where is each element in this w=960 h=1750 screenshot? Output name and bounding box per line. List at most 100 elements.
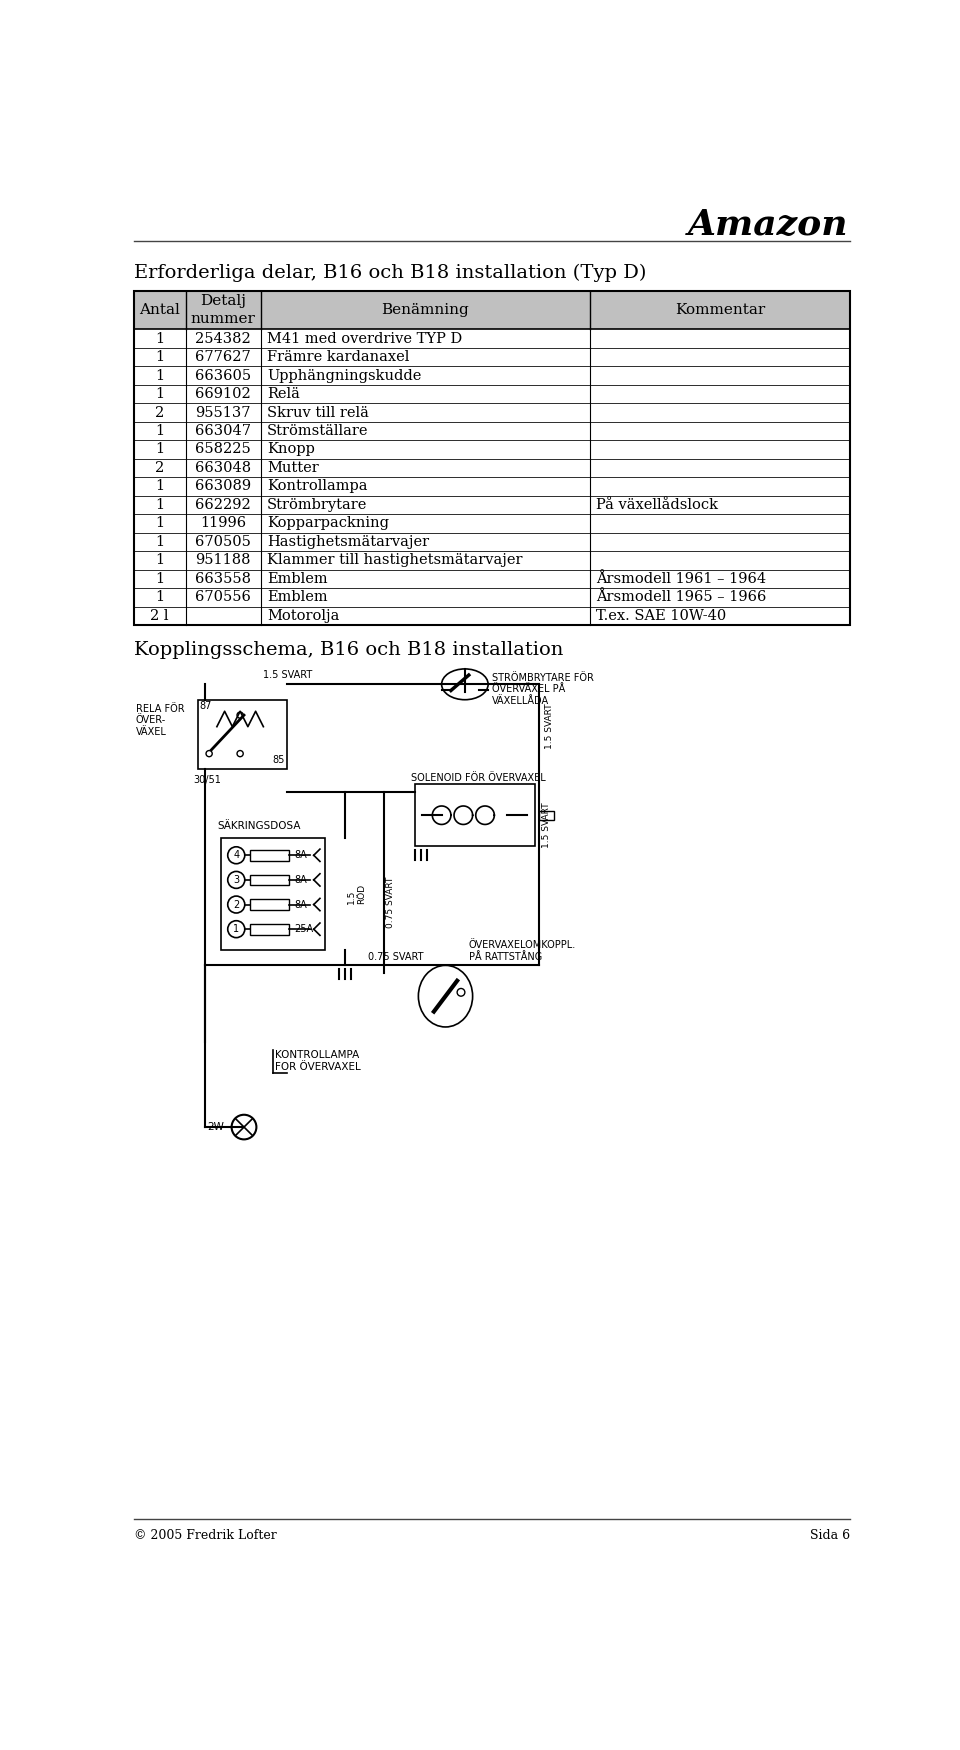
Text: 1: 1: [156, 553, 164, 567]
Text: 3: 3: [233, 875, 239, 886]
Circle shape: [231, 1115, 256, 1139]
Bar: [251, 924, 289, 934]
Circle shape: [237, 751, 243, 756]
Text: 8A: 8A: [295, 875, 307, 886]
Circle shape: [228, 872, 245, 889]
Text: 0.75 SVART: 0.75 SVART: [368, 952, 423, 961]
Text: 1.5
RÖD: 1.5 RÖD: [348, 884, 367, 905]
Text: Detalj
nummer: Detalj nummer: [191, 294, 255, 326]
Text: Kopplingsschema, B16 och B18 installation: Kopplingsschema, B16 och B18 installatio…: [134, 640, 564, 658]
Text: Strömbrytare: Strömbrytare: [267, 499, 368, 513]
Bar: [539, 810, 554, 819]
Bar: [134, 422, 850, 441]
Circle shape: [228, 896, 245, 914]
Text: 1.5 SVART: 1.5 SVART: [544, 704, 554, 749]
Bar: [134, 569, 850, 588]
Text: 669102: 669102: [195, 387, 251, 401]
Text: 658225: 658225: [195, 443, 251, 457]
Text: 1: 1: [156, 387, 164, 401]
Circle shape: [206, 751, 212, 756]
Text: 662292: 662292: [195, 499, 251, 513]
Text: 677627: 677627: [195, 350, 251, 364]
Text: 4: 4: [233, 850, 239, 861]
Bar: [134, 551, 850, 569]
Text: 2W: 2W: [207, 1122, 225, 1132]
Text: Hastighetsmätarvajer: Hastighetsmätarvajer: [267, 536, 429, 550]
Text: Kontrollampa: Kontrollampa: [267, 480, 368, 494]
Bar: [134, 402, 850, 422]
Text: Motorolja: Motorolja: [267, 609, 339, 623]
Text: Strömställare: Strömställare: [267, 424, 369, 438]
Bar: [134, 495, 850, 514]
Bar: [134, 514, 850, 532]
Circle shape: [228, 920, 245, 938]
Text: 1: 1: [156, 572, 164, 586]
Bar: [134, 478, 850, 495]
Text: SOLENOID FÖR ÖVERVAXEL: SOLENOID FÖR ÖVERVAXEL: [411, 774, 545, 782]
Text: Kopparpackning: Kopparpackning: [267, 516, 389, 530]
Text: 663089: 663089: [195, 480, 252, 494]
Text: 11996: 11996: [200, 516, 246, 530]
Text: 670505: 670505: [195, 536, 252, 550]
Text: M41 med overdrive TYP D: M41 med overdrive TYP D: [267, 331, 462, 345]
Bar: [198, 700, 287, 768]
Text: Antal: Antal: [139, 303, 180, 317]
Text: 1: 1: [156, 536, 164, 550]
Text: Sida 6: Sida 6: [810, 1530, 850, 1542]
Text: 955137: 955137: [195, 406, 251, 420]
Bar: [134, 366, 850, 385]
Bar: [251, 875, 289, 886]
Bar: [251, 850, 289, 861]
Text: 663558: 663558: [195, 572, 252, 586]
Circle shape: [457, 989, 465, 996]
Text: ÖVERVAXELOMKOPPL.
PÅ RATTSTÅNG: ÖVERVAXELOMKOPPL. PÅ RATTSTÅNG: [468, 940, 576, 961]
Bar: [134, 348, 850, 366]
Bar: [134, 532, 850, 551]
Ellipse shape: [419, 966, 472, 1027]
Text: Skruv till relä: Skruv till relä: [267, 406, 369, 420]
Text: 1.5 SVART: 1.5 SVART: [541, 802, 551, 847]
Text: Relä: Relä: [267, 387, 300, 401]
Ellipse shape: [442, 668, 488, 700]
Text: 1: 1: [156, 369, 164, 383]
Text: 1: 1: [156, 424, 164, 438]
Text: Benämning: Benämning: [381, 303, 469, 317]
Text: Emblem: Emblem: [267, 572, 327, 586]
Text: 1.5 SVART: 1.5 SVART: [263, 670, 313, 679]
Text: På växellådslock: På växellådslock: [596, 499, 718, 513]
Text: KONTROLLAMPA
FOR ÖVERVAXEL: KONTROLLAMPA FOR ÖVERVAXEL: [275, 1050, 361, 1071]
Text: 30/51: 30/51: [194, 775, 222, 786]
Text: T.ex. SAE 10W-40: T.ex. SAE 10W-40: [596, 609, 727, 623]
Bar: [134, 385, 850, 402]
Bar: [134, 329, 850, 348]
Text: 1: 1: [156, 331, 164, 345]
Text: 0.75 SVART: 0.75 SVART: [386, 877, 395, 928]
Bar: [134, 458, 850, 478]
Bar: [415, 784, 535, 845]
Text: 85: 85: [273, 756, 285, 765]
Text: Mutter: Mutter: [267, 460, 319, 474]
Text: Årsmodell 1961 – 1964: Årsmodell 1961 – 1964: [596, 572, 766, 586]
Text: SÄKRINGSDOSA: SÄKRINGSDOSA: [217, 821, 300, 831]
Text: RELA FÖR
ÖVER-
VÄXEL: RELA FÖR ÖVER- VÄXEL: [135, 704, 184, 737]
Text: 254382: 254382: [195, 331, 251, 345]
Text: Klammer till hastighetsmätarvajer: Klammer till hastighetsmätarvajer: [267, 553, 522, 567]
Text: 663605: 663605: [195, 369, 252, 383]
Bar: [134, 290, 850, 329]
Text: Amazon: Amazon: [688, 208, 849, 243]
Text: 8A: 8A: [295, 850, 307, 861]
Text: 1: 1: [156, 516, 164, 530]
Bar: [134, 290, 850, 625]
Text: 1: 1: [156, 480, 164, 494]
Text: Upphängningskudde: Upphängningskudde: [267, 369, 421, 383]
Text: Emblem: Emblem: [267, 590, 327, 604]
Text: 8A: 8A: [295, 900, 307, 910]
Bar: [134, 607, 850, 625]
Text: 2: 2: [156, 460, 164, 474]
Text: Erforderliga delar, B16 och B18 installation (Typ D): Erforderliga delar, B16 och B18 installa…: [134, 264, 646, 282]
Text: 1: 1: [156, 499, 164, 513]
Text: 1: 1: [156, 443, 164, 457]
Text: © 2005 Fredrik Lofter: © 2005 Fredrik Lofter: [134, 1530, 276, 1542]
Text: STRÖMBRYTARE FÖR
ÖVERVÄXEL PÅ
VÄXELLÅDA: STRÖMBRYTARE FÖR ÖVERVÄXEL PÅ VÄXELLÅDA: [492, 672, 594, 705]
Circle shape: [237, 712, 243, 718]
